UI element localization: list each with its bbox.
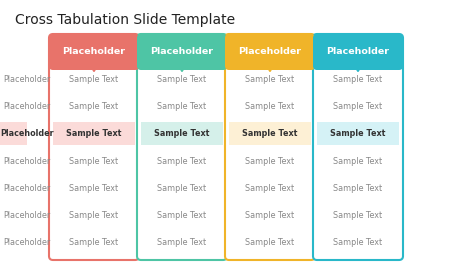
Text: Sample Text: Sample Text [246, 156, 294, 165]
Text: Sample Text: Sample Text [69, 75, 118, 84]
Text: Sample Text: Sample Text [69, 102, 118, 111]
Text: Sample Text: Sample Text [242, 129, 298, 138]
Text: Sample Text: Sample Text [246, 184, 294, 193]
Text: Sample Text: Sample Text [246, 238, 294, 247]
Text: Sample Text: Sample Text [333, 211, 383, 220]
Text: Sample Text: Sample Text [69, 156, 118, 165]
Text: Sample Text: Sample Text [157, 102, 207, 111]
Bar [317, 122, 399, 146]
Text: Sample Text: Sample Text [333, 238, 383, 247]
Bar [53, 122, 135, 146]
Text: Placeholder: Placeholder [151, 48, 213, 56]
Text: Sample Text: Sample Text [66, 129, 122, 138]
Text: Sample Text: Sample Text [333, 102, 383, 111]
Bar [141, 122, 223, 146]
Polygon shape [91, 66, 98, 72]
Polygon shape [179, 66, 185, 72]
Text: Sample Text: Sample Text [246, 211, 294, 220]
Text: Sample Text: Sample Text [157, 211, 207, 220]
Text: Placeholder: Placeholder [3, 102, 51, 111]
Text: Sample Text: Sample Text [157, 75, 207, 84]
Text: Sample Text: Sample Text [157, 238, 207, 247]
Text: Cross Tabulation Slide Template: Cross Tabulation Slide Template [15, 13, 235, 27]
FancyBboxPatch shape [49, 34, 139, 70]
Bar [0, 122, 27, 146]
Text: Placeholder: Placeholder [3, 184, 51, 193]
Polygon shape [355, 66, 362, 72]
Text: Placeholder: Placeholder [3, 238, 51, 247]
Text: Placeholder: Placeholder [63, 48, 126, 56]
FancyBboxPatch shape [313, 34, 403, 260]
Text: Sample Text: Sample Text [246, 102, 294, 111]
Polygon shape [266, 66, 273, 72]
Text: Placeholder: Placeholder [3, 75, 51, 84]
Text: Placeholder: Placeholder [3, 211, 51, 220]
Text: Sample Text: Sample Text [157, 156, 207, 165]
FancyBboxPatch shape [313, 34, 403, 70]
FancyBboxPatch shape [225, 34, 315, 70]
Text: Sample Text: Sample Text [333, 75, 383, 84]
Text: Sample Text: Sample Text [157, 184, 207, 193]
FancyBboxPatch shape [137, 34, 227, 260]
Text: Sample Text: Sample Text [69, 238, 118, 247]
Text: Sample Text: Sample Text [246, 75, 294, 84]
Bar [229, 122, 311, 146]
FancyBboxPatch shape [49, 34, 139, 260]
Text: Placeholder: Placeholder [238, 48, 301, 56]
Text: Placeholder: Placeholder [327, 48, 390, 56]
FancyBboxPatch shape [225, 34, 315, 260]
Text: Sample Text: Sample Text [155, 129, 210, 138]
Text: Sample Text: Sample Text [69, 211, 118, 220]
Text: Sample Text: Sample Text [333, 184, 383, 193]
FancyBboxPatch shape [137, 34, 227, 70]
Text: Sample Text: Sample Text [330, 129, 386, 138]
Text: Sample Text: Sample Text [69, 184, 118, 193]
Text: Sample Text: Sample Text [333, 156, 383, 165]
Text: Placeholder: Placeholder [0, 129, 54, 138]
Text: Placeholder: Placeholder [3, 156, 51, 165]
